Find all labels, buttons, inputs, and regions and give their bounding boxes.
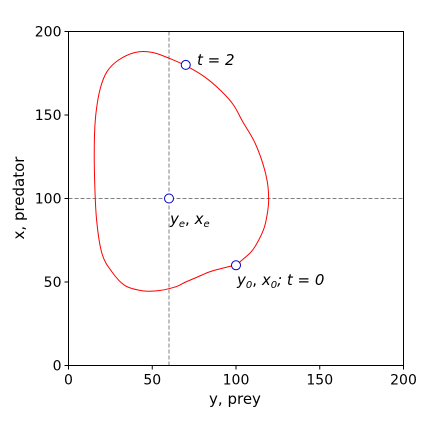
y-tick-label: 200 (35, 25, 62, 41)
y-tick-label: 150 (35, 108, 62, 124)
x-tick-label: 0 (64, 373, 73, 389)
annotation-initial: y0, x0; t = 0 (236, 271, 324, 291)
y-tick-label: 0 (53, 359, 62, 375)
x-tick-label: 50 (143, 373, 161, 389)
marker-initial (231, 260, 241, 271)
marker-equilibrium (164, 193, 174, 204)
annotation-equilibrium: ye, xe (169, 210, 210, 230)
x-tick-label: 150 (306, 373, 333, 389)
y-tick-label: 100 (35, 192, 62, 208)
orbit-curve (93, 51, 270, 292)
plot-layer (68, 31, 404, 366)
y-tick-label: 50 (44, 275, 62, 291)
x-tick-label: 200 (390, 373, 417, 389)
marker-t2 (180, 59, 191, 70)
y-axis-label: x, predator (10, 156, 28, 240)
x-tick-label: 100 (223, 373, 250, 389)
ticks-layer: 0 50 100 150 200 0 50 100 150 200 (35, 25, 417, 389)
annotation-t2: t = 2 (197, 51, 235, 69)
x-axis-label: y, prey (209, 390, 261, 408)
